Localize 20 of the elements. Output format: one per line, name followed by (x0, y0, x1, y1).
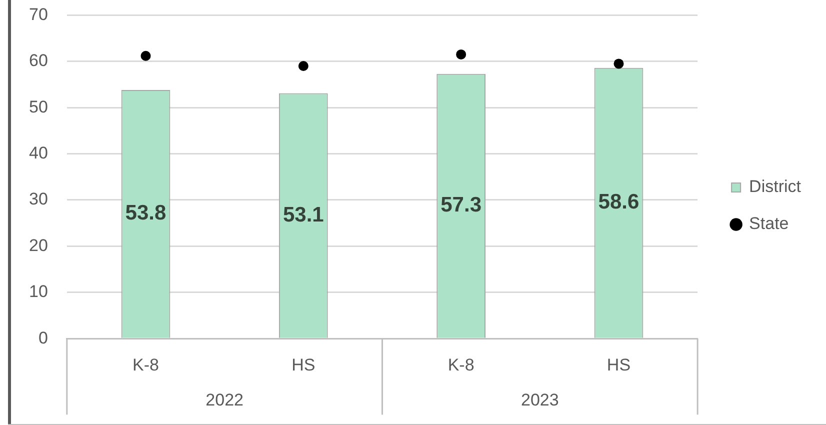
x-tick-label: HS (606, 355, 631, 374)
y-tick-label: 70 (28, 4, 48, 24)
data-label: 57.3 (440, 194, 482, 217)
text: 2022 (206, 390, 244, 410)
y-tick-label: 30 (28, 190, 48, 209)
x-tick-label: HS (292, 355, 316, 374)
y-tick-label: 20 (28, 236, 48, 255)
data-label: 53.1 (282, 203, 324, 226)
y-tick-label: 40 (28, 143, 48, 162)
text: 2023 (520, 390, 559, 410)
x-tick-label: K-8 (448, 355, 474, 374)
legend-label: District (749, 177, 802, 196)
y-tick-label: 10 (28, 282, 48, 302)
data-label: 58.6 (598, 190, 640, 214)
y-tick-label: 50 (28, 97, 48, 116)
y-tick-label: 60 (28, 51, 48, 70)
x-tick-label: K-8 (132, 355, 159, 374)
legend-label: State (749, 214, 789, 234)
y-tick-label: 0 (38, 328, 48, 348)
data-label: 53.8 (125, 202, 166, 225)
